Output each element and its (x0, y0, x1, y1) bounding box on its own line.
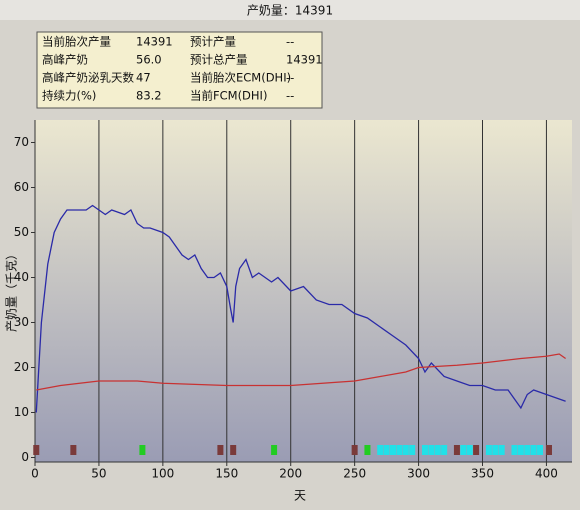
event-marker (402, 445, 409, 455)
event-marker (498, 445, 505, 455)
event-marker (441, 445, 448, 455)
series-line (36, 353, 566, 391)
event-marker (364, 445, 371, 455)
y-tick-label: 70 (14, 135, 29, 149)
event-marker (517, 445, 524, 455)
event-marker (473, 445, 480, 455)
event-marker (421, 445, 428, 455)
x-tick-label: 150 (215, 467, 238, 481)
plot-area (35, 120, 572, 462)
event-marker (377, 445, 384, 455)
event-marker (545, 445, 552, 455)
event-marker (530, 445, 537, 455)
y-tick-label: 60 (14, 180, 29, 194)
event-marker (271, 445, 278, 455)
event-marker (524, 445, 531, 455)
x-tick-label: 0 (31, 467, 39, 481)
event-marker (460, 445, 467, 455)
event-marker (217, 445, 224, 455)
event-marker (485, 445, 492, 455)
info-label: 预计总产量 (190, 53, 248, 67)
y-tick-label: 20 (14, 360, 29, 374)
chart-title: 产奶量：14391 (247, 4, 333, 18)
event-marker (33, 445, 40, 455)
series-line (35, 204, 566, 413)
info-label: 当前FCM(DHI) (190, 89, 267, 103)
event-marker (492, 445, 499, 455)
event-marker (139, 445, 146, 455)
info-value: 83.2 (136, 89, 162, 103)
event-marker (70, 445, 77, 455)
y-tick-label: 0 (21, 450, 29, 464)
event-marker (383, 445, 390, 455)
info-panel (36, 31, 323, 109)
event-marker (466, 445, 473, 455)
info-value: -- (286, 89, 294, 103)
info-label: 预计产量 (190, 35, 236, 49)
y-axis-label: 产奶量（千克） (5, 248, 19, 332)
info-label: 高峰产奶泌乳天数 (42, 71, 134, 85)
event-marker (351, 445, 358, 455)
event-marker (428, 445, 435, 455)
x-tick-label: 200 (279, 467, 302, 481)
event-marker (409, 445, 416, 455)
info-label: 当前胎次ECM(DHI) (190, 71, 291, 85)
info-value: 47 (136, 71, 151, 85)
info-value: 56.0 (136, 53, 162, 67)
event-marker (396, 445, 403, 455)
y-tick-label: 10 (14, 405, 29, 419)
x-tick-label: 350 (471, 467, 494, 481)
x-tick-label: 100 (151, 467, 174, 481)
y-tick-label: 30 (14, 315, 29, 329)
x-tick-label: 250 (343, 467, 366, 481)
event-marker (434, 445, 441, 455)
info-box: 当前胎次产量 14391 预计产量 -- 高峰产奶 56.0 预计总产量 14391 高峰产奶泌… (36, 31, 323, 109)
event-marker (230, 445, 237, 455)
info-value: -- (286, 71, 294, 85)
info-value: 14391 (286, 53, 323, 67)
event-marker (537, 445, 544, 455)
x-tick-label: 50 (91, 467, 106, 481)
event-marker (511, 445, 518, 455)
info-label: 高峰产奶 (42, 53, 88, 67)
info-value: 14391 (136, 35, 173, 49)
x-tick-label: 400 (535, 467, 558, 481)
x-axis-label: 天 (294, 489, 306, 503)
info-label: 当前胎次产量 (42, 35, 111, 49)
y-tick-label: 50 (14, 225, 29, 239)
y-tick-label: 40 (14, 270, 29, 284)
info-value: -- (286, 35, 294, 49)
title-bar (0, 0, 580, 20)
x-tick-label: 300 (407, 467, 430, 481)
info-label: 持续力(%) (42, 89, 96, 103)
event-marker (390, 445, 396, 455)
event-marker (453, 445, 460, 455)
